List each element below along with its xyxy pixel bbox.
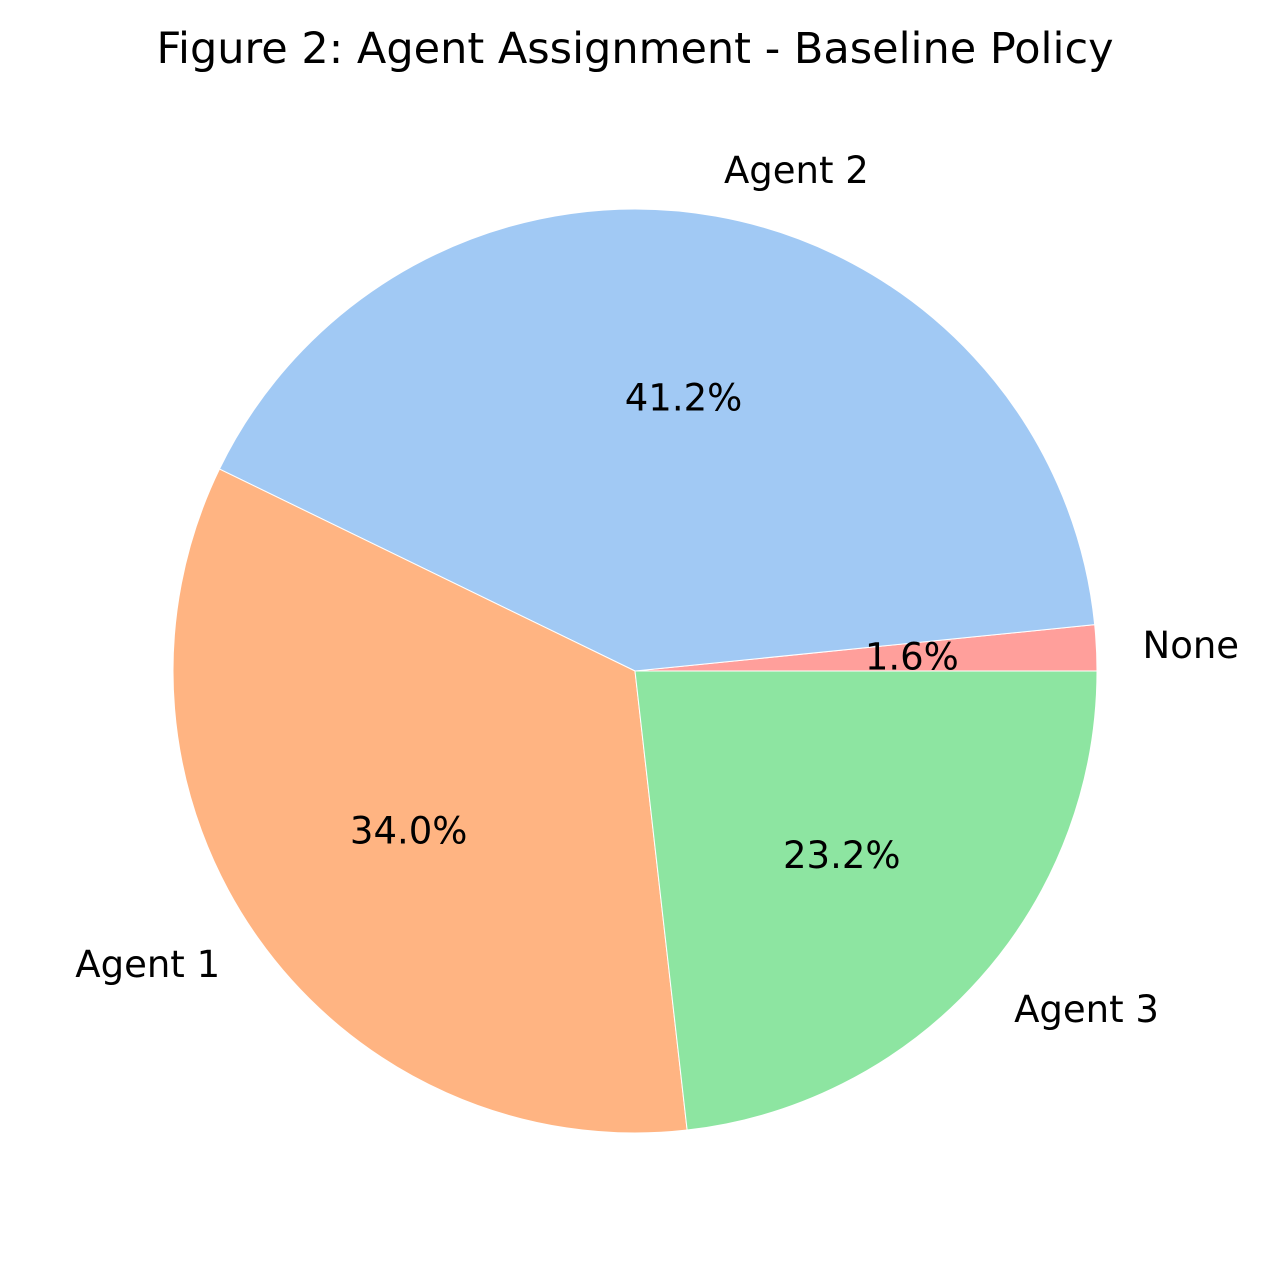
pct-label-none: 1.6% bbox=[865, 636, 959, 679]
chart-title: Figure 2: Agent Assignment - Baseline Po… bbox=[156, 24, 1114, 74]
pie-slice-agent-2 bbox=[218, 208, 1096, 672]
slice-label-agent-3: Agent 3 bbox=[1014, 988, 1159, 1031]
pct-label-agent-2: 41.2% bbox=[625, 377, 743, 420]
pct-label-agent-1: 34.0% bbox=[350, 810, 468, 853]
slice-label-agent-2: Agent 2 bbox=[724, 149, 869, 192]
pie-labels: 1.6% None 41.2% Agent 2 34.0% Agent 1 23.2% Age… bbox=[75, 149, 1239, 1031]
slice-label-none: None bbox=[1143, 624, 1240, 667]
pie-slice-agent-3 bbox=[634, 670, 1098, 1131]
pie-slice-agent-1 bbox=[172, 468, 688, 1134]
slice-label-agent-1: Agent 1 bbox=[75, 943, 220, 986]
pie-slices bbox=[172, 208, 1098, 1134]
pct-label-agent-3: 23.2% bbox=[783, 834, 901, 877]
